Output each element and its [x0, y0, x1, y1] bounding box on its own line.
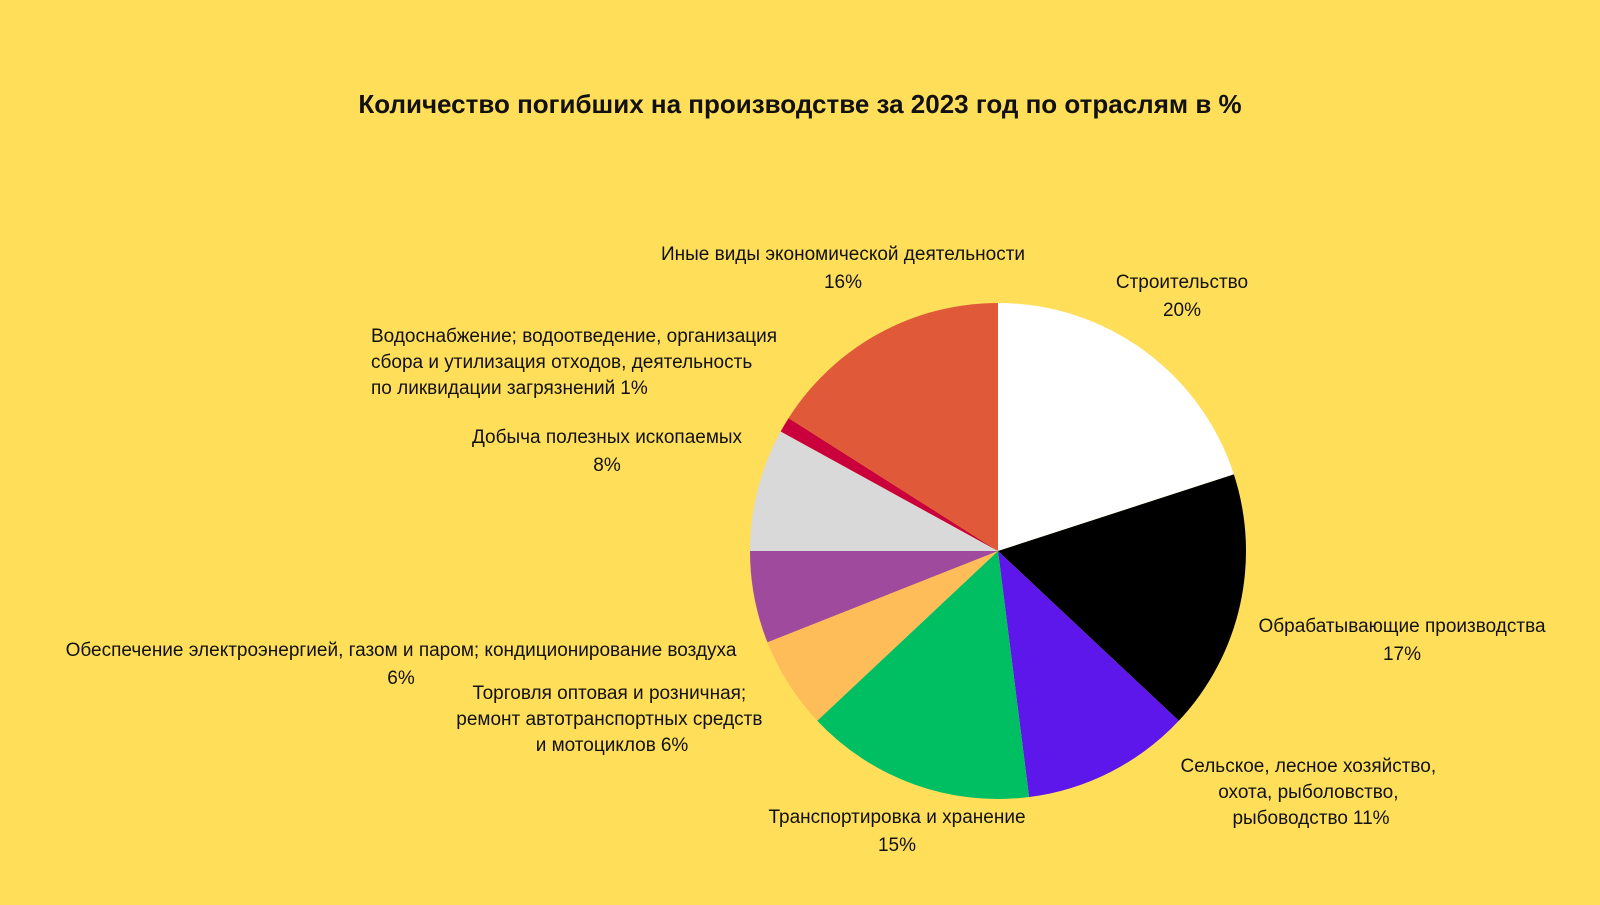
pie-slice: [817, 551, 1030, 799]
pie-slice: [780, 418, 998, 551]
pie-slice: [750, 431, 998, 551]
value-label: 11%: [1353, 808, 1390, 829]
label-line: рыбоводство: [1232, 808, 1347, 829]
slice-label: Обеспечение электроэнергией, газом и пар…: [66, 640, 737, 661]
label-line: Водоснабжение; водоотведение, организаци…: [371, 326, 782, 347]
pie-slice: [998, 474, 1246, 721]
label-line: Обрабатывающие производства: [1258, 616, 1545, 637]
slice-label: Иные виды экономической деятельности: [661, 244, 1025, 265]
value-label: 15%: [878, 835, 916, 856]
value-label: 16%: [824, 272, 862, 293]
value-label: 6%: [661, 735, 689, 756]
label-line: Торговля оптовая и розничная;: [472, 683, 751, 704]
pie-slice: [788, 303, 998, 551]
label-line: Обеспечение электроэнергией, газом и пар…: [66, 640, 737, 661]
slice-label: Строительство: [1116, 272, 1248, 293]
label-line: по ликвидации загрязнений: [371, 378, 615, 399]
slice-label: Сельское, лесное хозяйство, охота, рыбол…: [1181, 756, 1442, 829]
pie-slice: [998, 551, 1179, 798]
label-line: Строительство: [1116, 272, 1248, 293]
value-label: 6%: [387, 668, 415, 689]
label-line: охота, рыболовство,: [1218, 782, 1404, 803]
label-line: ремонт автотранспортных средств: [456, 709, 767, 730]
pie-slice: [767, 551, 998, 721]
slice-label: Торговля оптовая и розничная; ремонт авт…: [456, 683, 767, 756]
label-line: Иные виды экономической деятельности: [661, 244, 1025, 265]
chart-title: Количество погибших на производстве за 2…: [358, 89, 1241, 119]
pie-slice: [750, 551, 998, 643]
label-line: сбора и утилизация отходов, деятельность: [371, 352, 758, 373]
slice-label: Водоснабжение; водоотведение, организаци…: [371, 326, 782, 399]
value-label: 1%: [620, 378, 648, 399]
slice-label: Транспортировка и хранение: [768, 807, 1025, 828]
label-line: Транспортировка и хранение: [768, 807, 1025, 828]
value-label: 8%: [593, 455, 621, 476]
slice-label: Обрабатывающие производства: [1258, 616, 1545, 637]
label-line: и мотоциклов: [536, 735, 656, 756]
value-label: 17%: [1383, 644, 1421, 665]
value-label: 20%: [1163, 300, 1201, 321]
pie-slice: [998, 303, 1234, 551]
label-line: Сельское, лесное хозяйство,: [1181, 756, 1442, 777]
label-line: Добыча полезных ископаемых: [472, 427, 743, 448]
slice-label: Добыча полезных ископаемых: [472, 427, 743, 448]
